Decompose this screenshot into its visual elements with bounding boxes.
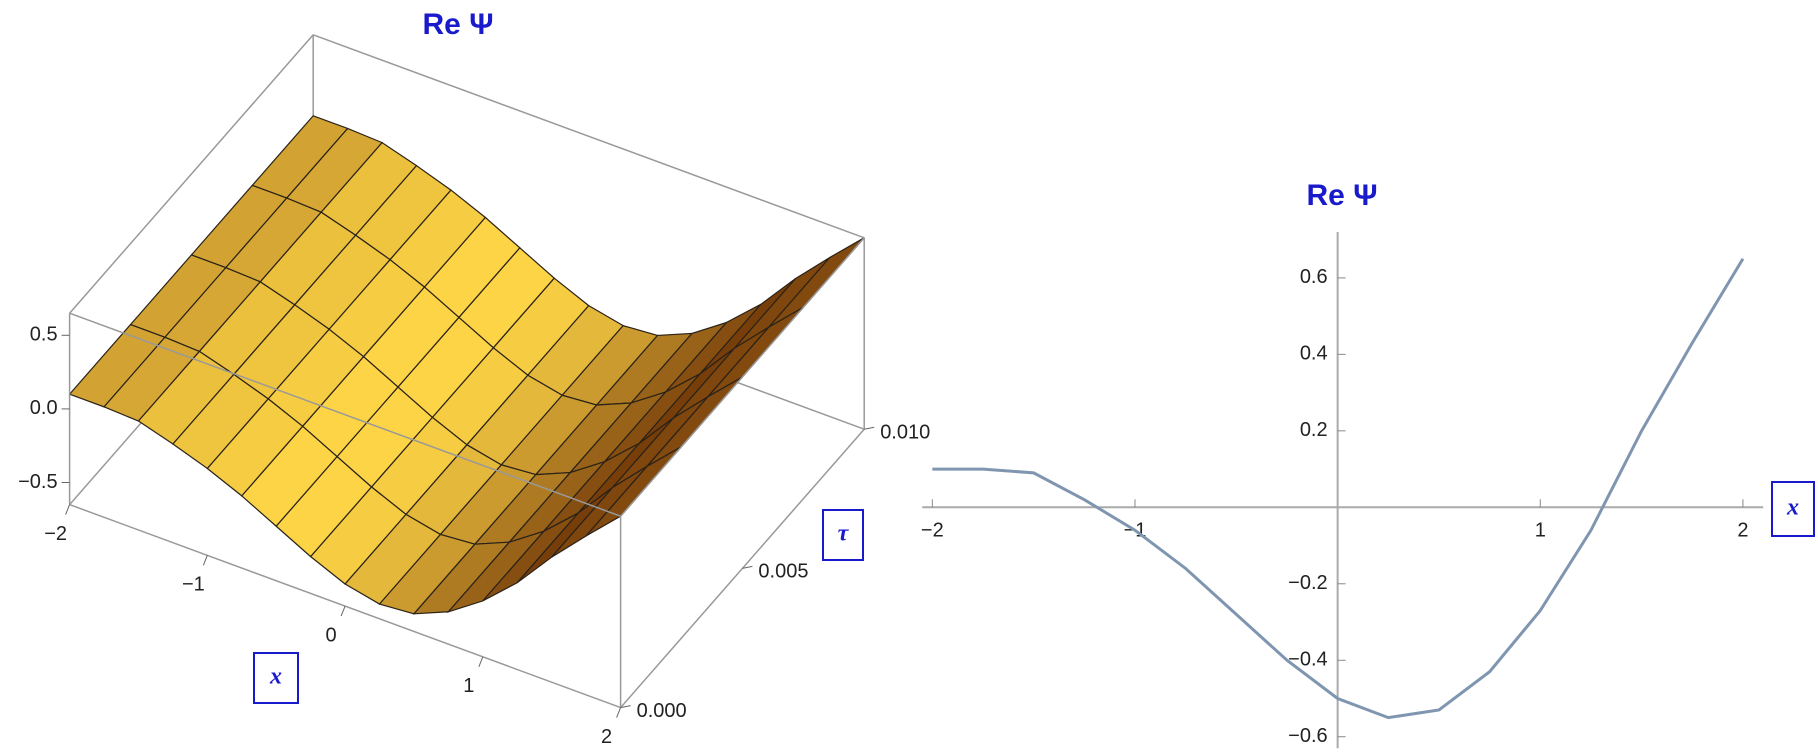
y-tick: [864, 426, 875, 430]
x-label-box: [1771, 481, 1815, 537]
x-tick-label: −2: [44, 523, 67, 545]
x-tick: [202, 555, 208, 566]
y-tick: [742, 565, 753, 569]
x-tick: [616, 707, 622, 718]
x-tick-label: 0: [326, 624, 337, 646]
y-tick-label: 0.4: [1300, 343, 1328, 365]
surface-x-label: x: [269, 664, 282, 690]
x-tick: [65, 504, 71, 515]
y-tick-label: −0.4: [1288, 649, 1327, 671]
y-tick: [620, 705, 631, 709]
y-tick-label: 0.000: [637, 700, 687, 722]
z-tick-label: −0.5: [18, 471, 57, 493]
tau-label-box: [822, 509, 864, 561]
y-tick-label: 0.6: [1300, 266, 1328, 288]
surface-y-label: τ: [838, 521, 850, 547]
x-tick-label: 2: [1737, 520, 1748, 542]
box-edge: [312, 34, 865, 239]
y-tick-label: −0.6: [1288, 725, 1327, 747]
z-tick-label: 0.5: [30, 324, 58, 346]
x-tick: [478, 656, 484, 668]
x-tick: [340, 605, 346, 617]
y-tick-label: 0.2: [1300, 419, 1328, 441]
x-tick-label: 1: [1535, 520, 1546, 542]
x-tick-label: 2: [601, 726, 612, 748]
box-edge: [69, 34, 314, 314]
surface-patch: [733, 256, 831, 349]
box-edge: [620, 237, 865, 517]
line: [932, 257, 1745, 720]
surface-patch: [768, 237, 865, 328]
z-tick-label: 0.0: [30, 397, 58, 419]
surface-title: Re Ψ: [423, 8, 494, 41]
y-tick-label: 0.010: [880, 421, 930, 443]
line-title: Re Ψ: [1307, 179, 1378, 212]
x-tick-label: −2: [921, 520, 944, 542]
x-label-box: [253, 652, 299, 704]
line-x-label: x: [1786, 495, 1799, 521]
box-edge: [69, 312, 621, 517]
y-tick-label: −0.2: [1288, 572, 1327, 594]
x-tick-label: −1: [182, 574, 205, 596]
x-tick-label: 1: [463, 675, 474, 697]
y-tick-label: 0.005: [758, 561, 808, 583]
